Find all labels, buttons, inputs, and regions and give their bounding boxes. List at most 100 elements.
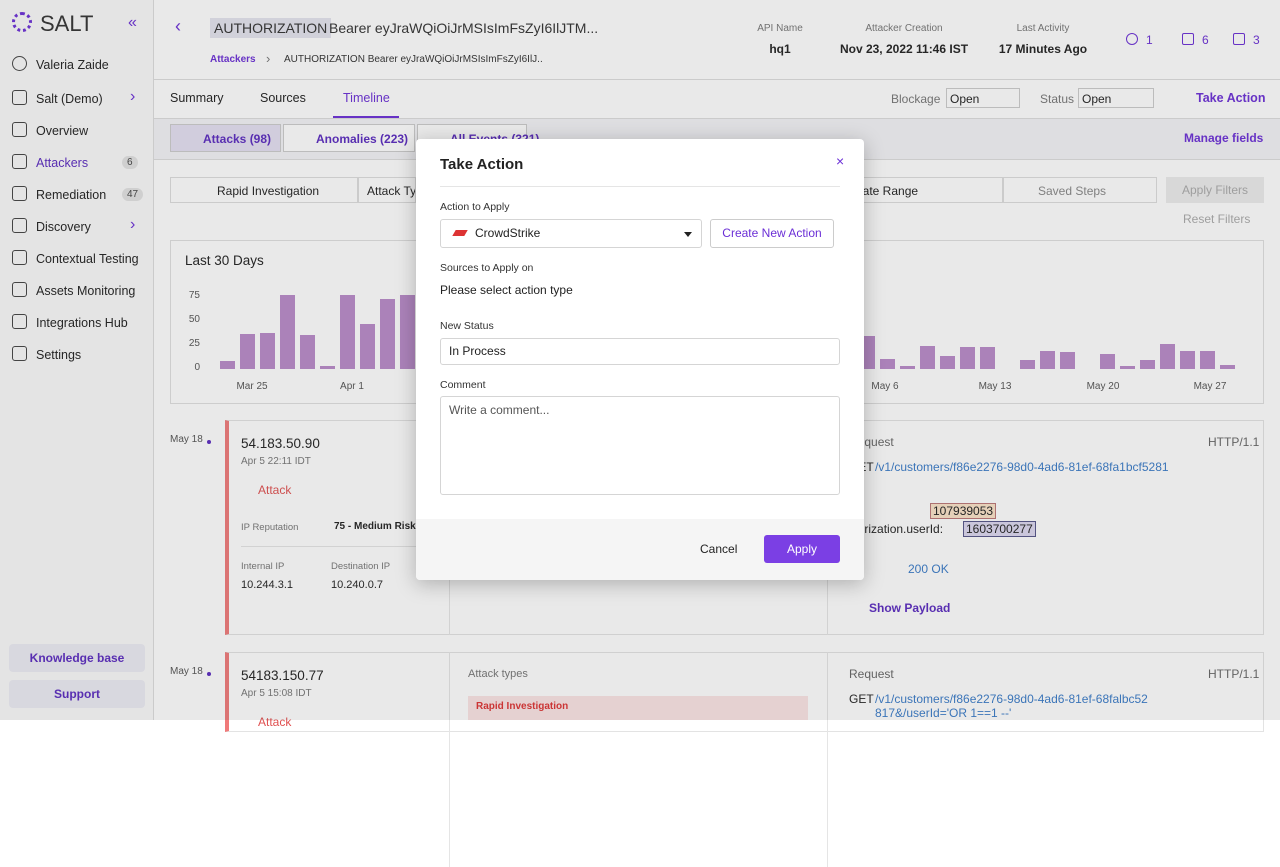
count-icon — [1233, 33, 1245, 45]
user-icon — [12, 56, 27, 71]
nav-icon — [12, 282, 27, 297]
meta-value: hq1 — [769, 42, 791, 56]
take-action[interactable]: Take Action — [1196, 91, 1266, 105]
y-tick-label: 50 — [188, 314, 200, 325]
nav-badge: 47 — [122, 188, 144, 201]
show-payload[interactable]: Show Payload — [869, 601, 951, 615]
apply-filters[interactable]: Apply Filters — [1166, 177, 1264, 203]
collapse[interactable]: « — [128, 14, 137, 31]
nav-item[interactable]: Remediation — [36, 188, 107, 202]
tab[interactable]: Sources — [260, 91, 306, 105]
event-ip: 54.183.50.90 — [241, 436, 320, 451]
close[interactable]: × — [836, 153, 845, 169]
filter[interactable]: Rapid Investigation — [170, 177, 358, 203]
action-select[interactable]: CrowdStrike — [440, 219, 702, 248]
knowledge-base[interactable]: Knowledge base — [9, 644, 145, 672]
subtab[interactable]: Anomalies (223) — [283, 124, 415, 152]
blockage-select[interactable]: Open — [946, 88, 1020, 108]
bar — [1120, 366, 1135, 369]
meta-label: API Name — [757, 23, 803, 34]
sidebar: SALT « Valeria Zaide Salt (Demo) › Overvie… — [0, 0, 154, 720]
meta-label: Attacker Creation — [865, 23, 943, 34]
bar — [380, 298, 395, 369]
modal: Take Action × Action to Apply CrowdStrik… — [416, 139, 864, 580]
manage-fields[interactable]: Manage fields — [1184, 131, 1264, 145]
nav-item[interactable]: Settings — [36, 348, 82, 362]
bar — [300, 335, 315, 369]
status-label: Status — [1040, 92, 1075, 106]
header-value: 107939053 — [930, 503, 997, 519]
tag: AUTHORIZATION — [210, 18, 332, 38]
filter[interactable]: Date Range — [845, 177, 1003, 203]
label: IP Reputation — [241, 522, 299, 533]
path: /v1/customers/f86e2276-98d0-4ad6-81ef-68… — [875, 460, 1169, 474]
subtab[interactable]: Attacks (98) — [170, 124, 281, 152]
reset-filters[interactable]: Reset Filters — [1183, 212, 1251, 226]
x-tick-label: May 27 — [1193, 381, 1227, 392]
nav-item[interactable]: Overview — [36, 124, 89, 138]
label: Destination IP — [331, 561, 391, 572]
value: 200 OK — [908, 562, 949, 576]
value: 10.240.0.7 — [331, 579, 383, 591]
nav-icon — [12, 346, 27, 361]
comment-label: Comment — [440, 379, 486, 391]
logo: SALT — [40, 11, 94, 36]
bar — [1200, 350, 1215, 369]
nav-item[interactable]: Integrations Hub — [36, 316, 128, 330]
event-kind: Attack — [258, 483, 292, 497]
attack-type: Rapid Investigation — [468, 696, 808, 720]
tab[interactable]: Summary — [170, 91, 224, 105]
nav-item[interactable]: Discovery — [36, 220, 91, 234]
request-label: Request — [849, 667, 894, 681]
filter[interactable]: Attack Types — [358, 177, 416, 203]
comment-input[interactable]: Write a comment... — [440, 396, 840, 495]
bar — [1060, 351, 1075, 369]
bar — [1020, 360, 1035, 369]
support[interactable]: Support — [9, 680, 145, 708]
nav-icon — [12, 218, 27, 233]
path: /v1/customers/f86e2276-98d0-4ad6-81ef-68… — [875, 692, 1148, 720]
divider — [440, 186, 840, 187]
breadcrumb-link[interactable]: Attackers — [210, 54, 256, 65]
x-tick-label: May 13 — [978, 381, 1012, 392]
bar — [880, 359, 895, 369]
status-input[interactable]: In Process — [440, 338, 840, 365]
filter[interactable]: Saved Steps — [1003, 177, 1157, 203]
status-select[interactable]: Open — [1078, 88, 1154, 108]
action-label: Action to Apply — [440, 201, 510, 213]
bar — [260, 332, 275, 369]
bar — [900, 366, 915, 369]
chevron: › — [130, 88, 136, 105]
bar — [920, 345, 935, 369]
nav-badge: 6 — [122, 156, 138, 169]
y-tick-label: 0 — [194, 362, 200, 373]
back[interactable]: ‹ — [175, 16, 181, 36]
chevron: › — [130, 216, 136, 233]
event-dot — [207, 672, 211, 676]
x-tick-label: May 6 — [871, 381, 899, 392]
nav-icon — [12, 122, 27, 137]
tab-underline — [333, 116, 399, 118]
apply[interactable]: Apply — [764, 535, 840, 563]
event-ip: 54183.150.77 — [241, 668, 324, 683]
bar — [220, 361, 235, 369]
create-new-action[interactable]: Create New Action — [710, 219, 834, 248]
nav-icon — [12, 250, 27, 265]
nav-item[interactable]: Attackers — [36, 156, 89, 170]
cancel[interactable]: Cancel — [700, 542, 738, 556]
label: Internal IP — [241, 561, 285, 572]
label: Attack types — [468, 668, 528, 680]
x-tick-label: Apr 1 — [340, 381, 364, 392]
nav-icon — [12, 154, 27, 169]
nav-item[interactable]: Assets Monitoring — [36, 284, 136, 298]
nav-item[interactable]: Contextual Testing — [36, 252, 139, 266]
bar — [960, 346, 975, 369]
sources-text: Please select action type — [440, 283, 573, 297]
status-label: New Status — [440, 320, 494, 332]
nav-item[interactable]: Salt (Demo) — [36, 92, 103, 106]
tab[interactable]: Timeline — [343, 91, 390, 105]
event-date: May 18 — [170, 666, 203, 677]
method: GET — [849, 692, 874, 706]
